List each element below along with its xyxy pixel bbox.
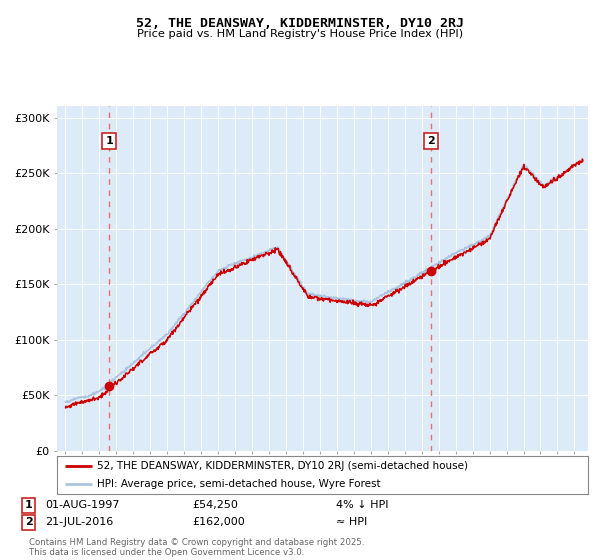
Text: 4% ↓ HPI: 4% ↓ HPI <box>336 500 389 510</box>
Text: 2: 2 <box>427 136 435 146</box>
Text: 1: 1 <box>25 500 32 510</box>
Text: 1: 1 <box>106 136 113 146</box>
Text: HPI: Average price, semi-detached house, Wyre Forest: HPI: Average price, semi-detached house,… <box>97 479 380 489</box>
Text: 52, THE DEANSWAY, KIDDERMINSTER, DY10 2RJ: 52, THE DEANSWAY, KIDDERMINSTER, DY10 2R… <box>136 17 464 30</box>
Text: ≈ HPI: ≈ HPI <box>336 517 367 528</box>
Text: Contains HM Land Registry data © Crown copyright and database right 2025.
This d: Contains HM Land Registry data © Crown c… <box>29 538 364 557</box>
Text: £54,250: £54,250 <box>192 500 238 510</box>
Text: Price paid vs. HM Land Registry's House Price Index (HPI): Price paid vs. HM Land Registry's House … <box>137 29 463 39</box>
Text: 2: 2 <box>25 517 32 528</box>
Text: 21-JUL-2016: 21-JUL-2016 <box>45 517 113 528</box>
Text: 52, THE DEANSWAY, KIDDERMINSTER, DY10 2RJ (semi-detached house): 52, THE DEANSWAY, KIDDERMINSTER, DY10 2R… <box>97 461 468 471</box>
Text: 01-AUG-1997: 01-AUG-1997 <box>45 500 119 510</box>
Text: £162,000: £162,000 <box>192 517 245 528</box>
